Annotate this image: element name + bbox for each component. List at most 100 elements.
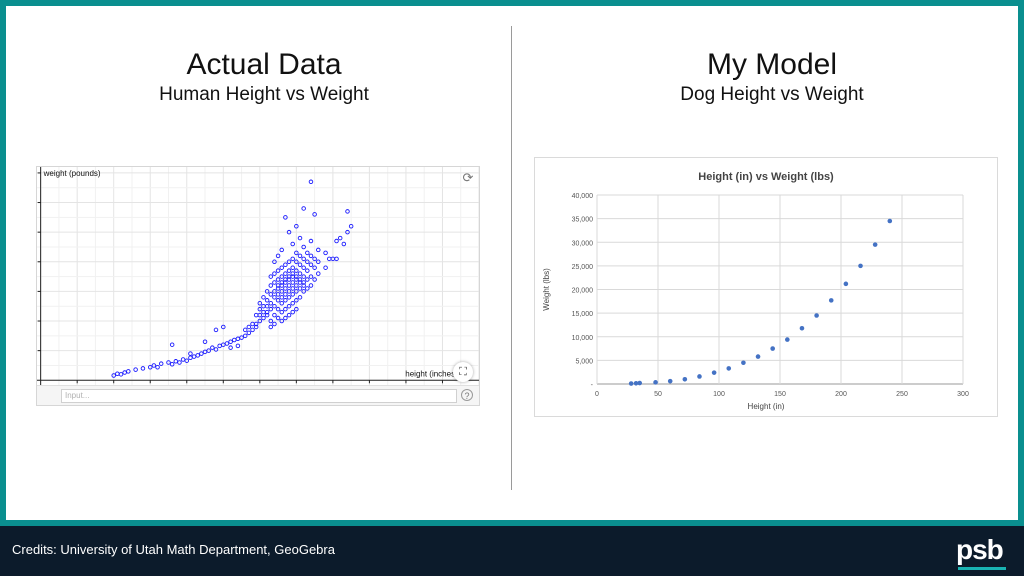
chart-title: Height (in) vs Weight (lbs) xyxy=(698,171,834,183)
y-tick-label: 5,000 xyxy=(575,358,593,365)
data-point xyxy=(228,345,233,350)
data-point xyxy=(264,298,270,303)
data-point xyxy=(206,348,211,353)
geogebra-input[interactable]: Input... xyxy=(61,389,457,403)
logo-underline xyxy=(958,567,1006,570)
y-tick-label: 20,000 xyxy=(572,288,594,295)
help-icon[interactable]: ? xyxy=(461,389,473,401)
data-point xyxy=(294,289,299,294)
data-point xyxy=(297,295,303,300)
data-point xyxy=(301,274,306,279)
data-point xyxy=(268,324,274,330)
data-point xyxy=(301,206,306,211)
credits-text: Credits: University of Utah Math Departm… xyxy=(12,542,335,557)
data-point xyxy=(283,286,288,291)
data-point xyxy=(283,292,288,297)
data-point xyxy=(341,241,347,247)
data-point xyxy=(188,351,193,356)
data-point xyxy=(268,292,274,297)
center-divider xyxy=(511,26,512,490)
data-point xyxy=(297,262,303,267)
data-point xyxy=(697,374,702,379)
data-point xyxy=(126,369,131,374)
data-point xyxy=(242,333,248,339)
data-point xyxy=(268,300,274,306)
data-point xyxy=(272,321,277,327)
x-tick-label: 50 xyxy=(654,391,662,398)
data-point xyxy=(272,259,277,265)
data-point xyxy=(667,378,673,384)
y-tick-label: 35,000 xyxy=(572,217,594,224)
data-point xyxy=(264,312,270,318)
x-axis-label: height (inches) xyxy=(405,369,458,378)
data-point xyxy=(275,306,281,312)
y-tick-label: 40,000 xyxy=(572,193,594,200)
data-point xyxy=(316,271,321,276)
geogebra-panel[interactable]: 1020304050607080901001105010015020025030… xyxy=(36,166,480,406)
data-point xyxy=(283,280,288,285)
data-point xyxy=(297,286,303,291)
data-point xyxy=(272,271,277,276)
data-point xyxy=(290,280,295,285)
data-point xyxy=(279,274,284,279)
data-point xyxy=(286,277,292,282)
right-title: My Model xyxy=(706,48,838,81)
data-point xyxy=(242,327,248,333)
data-point xyxy=(257,306,263,312)
data-point xyxy=(275,292,281,297)
data-point xyxy=(286,259,292,265)
left-title: Actual Data xyxy=(186,48,342,81)
data-point xyxy=(279,247,284,253)
data-point xyxy=(261,315,266,321)
data-point xyxy=(308,238,314,244)
data-point xyxy=(305,250,310,256)
data-point xyxy=(741,360,746,366)
data-point xyxy=(268,318,274,324)
x-tick-label: 0 xyxy=(595,391,599,398)
data-point xyxy=(173,359,179,364)
x-axis-label: Height (in) xyxy=(748,402,785,411)
data-point xyxy=(279,265,284,270)
data-point xyxy=(345,229,350,235)
data-point xyxy=(279,295,284,300)
data-point xyxy=(191,354,197,359)
data-point xyxy=(290,241,295,247)
refresh-icon[interactable]: ⟳ xyxy=(462,170,474,185)
data-point xyxy=(755,354,761,359)
data-point xyxy=(286,312,292,318)
data-point xyxy=(155,364,160,370)
footer: Credits: University of Utah Math Departm… xyxy=(0,526,1024,576)
data-point xyxy=(305,259,310,265)
data-point xyxy=(151,363,157,368)
data-point xyxy=(305,268,310,273)
data-point xyxy=(653,380,658,385)
data-point xyxy=(290,271,295,276)
right-subtitle: Dog Height vs Weight xyxy=(680,84,864,105)
data-point xyxy=(257,318,263,324)
data-point xyxy=(275,268,281,273)
sheets-chart: Height (in) vs Weight (lbs) - 5,000 10,000 1… xyxy=(534,157,998,417)
data-point xyxy=(316,259,321,265)
data-point xyxy=(264,303,270,309)
data-point xyxy=(272,303,277,309)
data-point xyxy=(279,289,284,294)
data-point xyxy=(301,283,306,288)
geogebra-graph[interactable]: 1020304050607080901001105010015020025030… xyxy=(37,167,479,385)
data-point xyxy=(250,327,255,333)
data-point xyxy=(213,327,219,333)
data-point xyxy=(301,280,306,285)
data-point xyxy=(246,330,252,336)
data-point xyxy=(275,253,281,259)
data-point xyxy=(326,256,332,262)
sheets-chart-svg: Height (in) vs Weight (lbs) - 5,000 10,000 1… xyxy=(542,171,969,411)
x-tick-label: 200 xyxy=(835,391,847,398)
data-point xyxy=(184,358,190,363)
data-point xyxy=(785,337,790,342)
y-axis-label: Weight (lbs) xyxy=(542,268,551,311)
fullscreen-icon[interactable]: ⛶ xyxy=(453,362,473,382)
data-point xyxy=(337,235,343,241)
data-point xyxy=(308,262,314,267)
data-point xyxy=(261,309,266,315)
data-point xyxy=(224,341,230,346)
data-point xyxy=(177,360,182,365)
